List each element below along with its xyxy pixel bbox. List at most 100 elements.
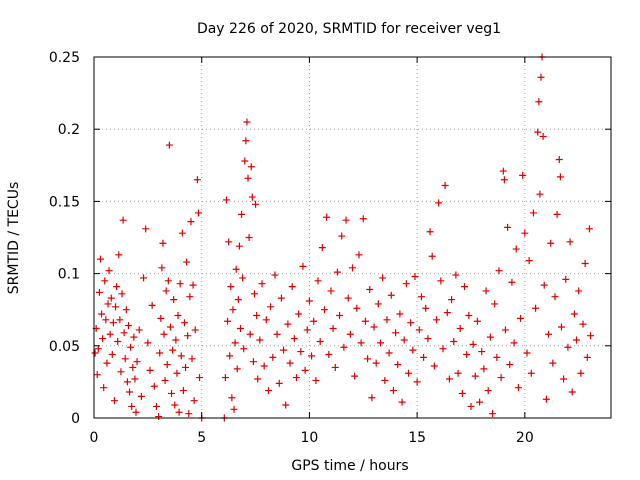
data-point [297,348,305,356]
chart-title: Day 226 of 2020, SRMTID for receiver veg… [197,21,501,37]
data-point [383,316,391,324]
data-point [521,229,529,237]
data-point [364,355,372,363]
data-point [366,285,374,293]
data-point [501,326,509,334]
data-point [232,265,240,273]
data-point [194,209,202,217]
data-point [231,339,239,347]
data-point [126,388,134,396]
data-point [452,271,460,279]
data-point [127,343,135,351]
data-point [402,280,410,288]
plot-area-border [93,56,612,419]
x-tick-label: 15 [408,430,426,446]
data-point [172,336,180,344]
data-point [189,281,197,289]
data-point [94,345,102,353]
data-point [269,353,277,361]
data-point [556,173,564,181]
data-point [500,176,508,184]
data-point [239,274,247,282]
data-point [129,363,137,371]
data-point [159,239,167,247]
data-point [128,402,136,410]
data-point [411,272,419,280]
data-point [579,320,587,328]
data-point [100,384,108,392]
data-point [176,280,184,288]
data-point [150,382,158,390]
data-point [527,369,535,377]
data-point [514,384,522,392]
grid [94,57,611,418]
data-point [113,283,121,291]
data-point [443,309,451,317]
data-point [254,375,262,383]
data-point [357,339,365,347]
data-point [163,361,171,369]
data-point [131,375,139,383]
data-point [562,275,570,283]
data-point [155,413,163,421]
data-point [400,336,408,344]
data-point [361,317,369,325]
data-point [331,363,339,371]
data-point [295,310,303,318]
x-tick-label: 5 [197,430,206,446]
data-point [230,405,238,413]
data-point [271,271,279,279]
data-point [428,252,436,260]
data-point [253,311,261,319]
axis-ticks: 0 0.05 0.1 0.15 0.2 0.25 0 5 10 15 20 [49,50,611,446]
data-point [299,262,307,270]
data-point [430,362,438,370]
data-point [396,310,404,318]
data-point [539,132,547,140]
data-point [568,388,576,396]
data-point [535,98,543,106]
y-tick-label: 0.25 [49,50,80,66]
data-point [135,326,143,334]
data-point [118,290,126,298]
data-point [499,167,507,175]
data-point [222,196,230,204]
data-point [338,232,346,240]
data-point [346,330,354,338]
y-axis-label: SRMTID / TECUs [6,182,22,295]
data-point [439,345,447,353]
data-point [316,337,324,345]
data-point [577,369,585,377]
data-point [585,225,593,233]
data-point [486,333,494,341]
data-point [545,330,553,338]
data-point [108,350,116,358]
data-point [489,410,497,418]
data-point [409,346,417,354]
data-point [178,229,186,237]
data-point [169,346,177,354]
data-point [191,326,199,334]
data-point [117,368,125,376]
data-point [114,337,122,345]
data-point [157,314,165,322]
data-point [325,350,333,358]
data-point [160,330,168,338]
data-point [105,267,113,275]
data-point [225,238,233,246]
data-point [469,340,477,348]
data-point [179,387,187,395]
data-point [164,277,172,285]
data-point [183,258,191,266]
data-point [248,193,256,201]
data-point [102,316,110,324]
data-point [372,359,380,367]
data-point [124,322,132,330]
data-point [448,296,456,304]
data-point [570,310,578,318]
data-point [258,280,266,288]
data-point [497,374,505,382]
data-point [557,323,565,331]
data-point [224,317,232,325]
